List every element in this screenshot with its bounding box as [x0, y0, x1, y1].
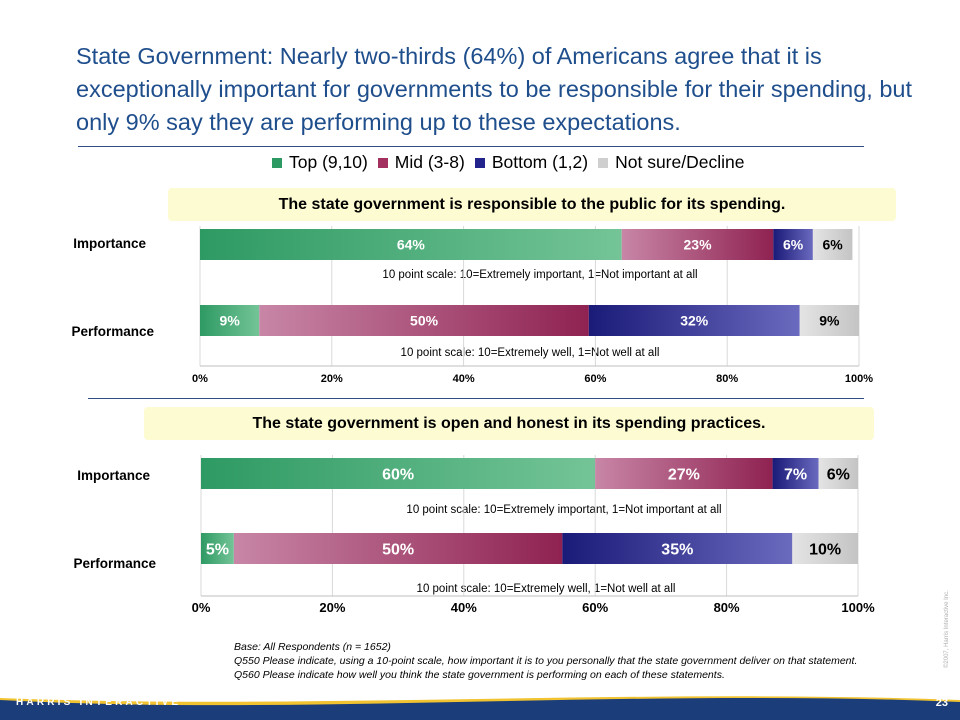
copyright-text: ©2007, Harris Interactive Inc. [944, 590, 950, 668]
bar-importance-not-sure [818, 458, 858, 489]
chart-1-scale-note-performance: 10 point scale: 10=Extremely well, 1=Not… [400, 347, 660, 359]
x-tick-label: 100% [845, 373, 873, 385]
data-label-performance-not-sure: 9% [819, 313, 840, 329]
legend-item-bottom: Bottom (1,2) [474, 152, 589, 173]
bar-importance-top [201, 458, 596, 489]
chart-legend: Top (9,10) Mid (3-8) Bottom (1,2) Not su… [272, 152, 754, 173]
bar-performance-mid [259, 305, 589, 336]
data-label-performance-bottom: 35% [661, 541, 693, 558]
chart-1-row-label-performance: Performance [71, 324, 154, 339]
bar-performance-mid [233, 533, 563, 564]
legend-label-top: Top (9,10) [289, 152, 368, 172]
chart-2-scale-note-importance: 10 point scale: 10=Extremely important, … [406, 504, 722, 516]
bar-performance-not-sure [799, 305, 859, 336]
legend-swatch-bottom [474, 157, 485, 168]
x-tick-label: 80% [714, 600, 740, 615]
bar-importance-not-sure [812, 229, 853, 260]
slide-title: State Government: Nearly two-thirds (64%… [76, 43, 913, 135]
x-tick-label: 20% [319, 600, 345, 615]
x-tick-label: 80% [716, 373, 738, 385]
legend-label-not-sure: Not sure/Decline [615, 152, 745, 172]
data-label-importance-top: 64% [397, 237, 426, 253]
page-number: 23 [935, 697, 948, 709]
legend-label-bottom: Bottom (1,2) [491, 152, 589, 172]
legend-item-mid: Mid (3-8) [377, 152, 465, 173]
data-label-performance-mid: 50% [382, 541, 414, 558]
data-label-importance-not-sure: 6% [827, 466, 850, 483]
x-tick-label: 40% [451, 600, 477, 615]
title-divider [78, 146, 864, 147]
chart-1-title: The state government is responsible to t… [168, 188, 896, 221]
data-label-importance-mid: 27% [668, 466, 700, 483]
chart-2-title: The state government is open and honest … [144, 407, 874, 440]
data-label-importance-bottom: 7% [784, 466, 807, 483]
footer-bar [0, 690, 960, 720]
bar-importance-top [200, 229, 622, 260]
legend-label-mid: Mid (3-8) [394, 152, 465, 172]
x-tick-label: 40% [453, 373, 475, 385]
data-label-importance-not-sure: 6% [823, 237, 844, 253]
chart-2-row-label-performance: Performance [73, 556, 156, 571]
data-label-performance-bottom: 32% [680, 313, 709, 329]
footer-brand: HARRIS INTERACTIVE [16, 697, 182, 708]
bar-performance-bottom [562, 533, 793, 564]
bar-importance-mid [621, 229, 774, 260]
data-label-importance-bottom: 6% [783, 237, 804, 253]
data-label-performance-top: 5% [206, 541, 229, 558]
x-tick-label: 20% [321, 373, 343, 385]
data-label-performance-not-sure: 10% [809, 541, 841, 558]
bar-performance-not-sure [792, 533, 858, 564]
bar-performance-bottom [588, 305, 800, 336]
chart-2-scale-note-performance: 10 point scale: 10=Extremely well, 1=Not… [416, 583, 676, 595]
bar-importance-bottom [772, 458, 819, 489]
bar-importance-bottom [773, 229, 813, 260]
data-label-performance-top: 9% [220, 313, 241, 329]
footnote-q560: Q560 Please indicate how well you think … [234, 669, 725, 681]
legend-item-not-sure: Not sure/Decline [598, 152, 744, 173]
bar-performance-top [200, 305, 260, 336]
data-label-performance-mid: 50% [410, 313, 439, 329]
chart-2-row-label-importance: Importance [77, 468, 150, 483]
x-tick-label: 100% [841, 600, 875, 615]
bar-performance-top [201, 533, 234, 564]
x-tick-label: 0% [192, 373, 208, 385]
data-label-importance-mid: 23% [684, 237, 713, 253]
bar-importance-mid [595, 458, 773, 489]
x-tick-label: 60% [584, 373, 606, 385]
data-label-importance-top: 60% [382, 466, 414, 483]
footnote-q550: Q550 Please indicate, using a 10-point s… [234, 655, 858, 667]
legend-swatch-not-sure [598, 157, 609, 168]
legend-item-top: Top (9,10) [272, 152, 368, 173]
chart-1-scale-note-importance: 10 point scale: 10=Extremely important, … [382, 269, 698, 281]
x-tick-label: 0% [192, 600, 211, 615]
x-tick-label: 60% [582, 600, 608, 615]
chart-1-row-label-importance: Importance [73, 236, 146, 251]
section-divider [88, 398, 864, 399]
footnote-base: Base: All Respondents (n = 1652) [234, 641, 391, 653]
legend-swatch-mid [377, 157, 388, 168]
legend-swatch-top [272, 157, 282, 168]
footer-wave [0, 690, 960, 720]
footnotes: Base: All Respondents (n = 1652) Q550 Pl… [234, 640, 857, 682]
